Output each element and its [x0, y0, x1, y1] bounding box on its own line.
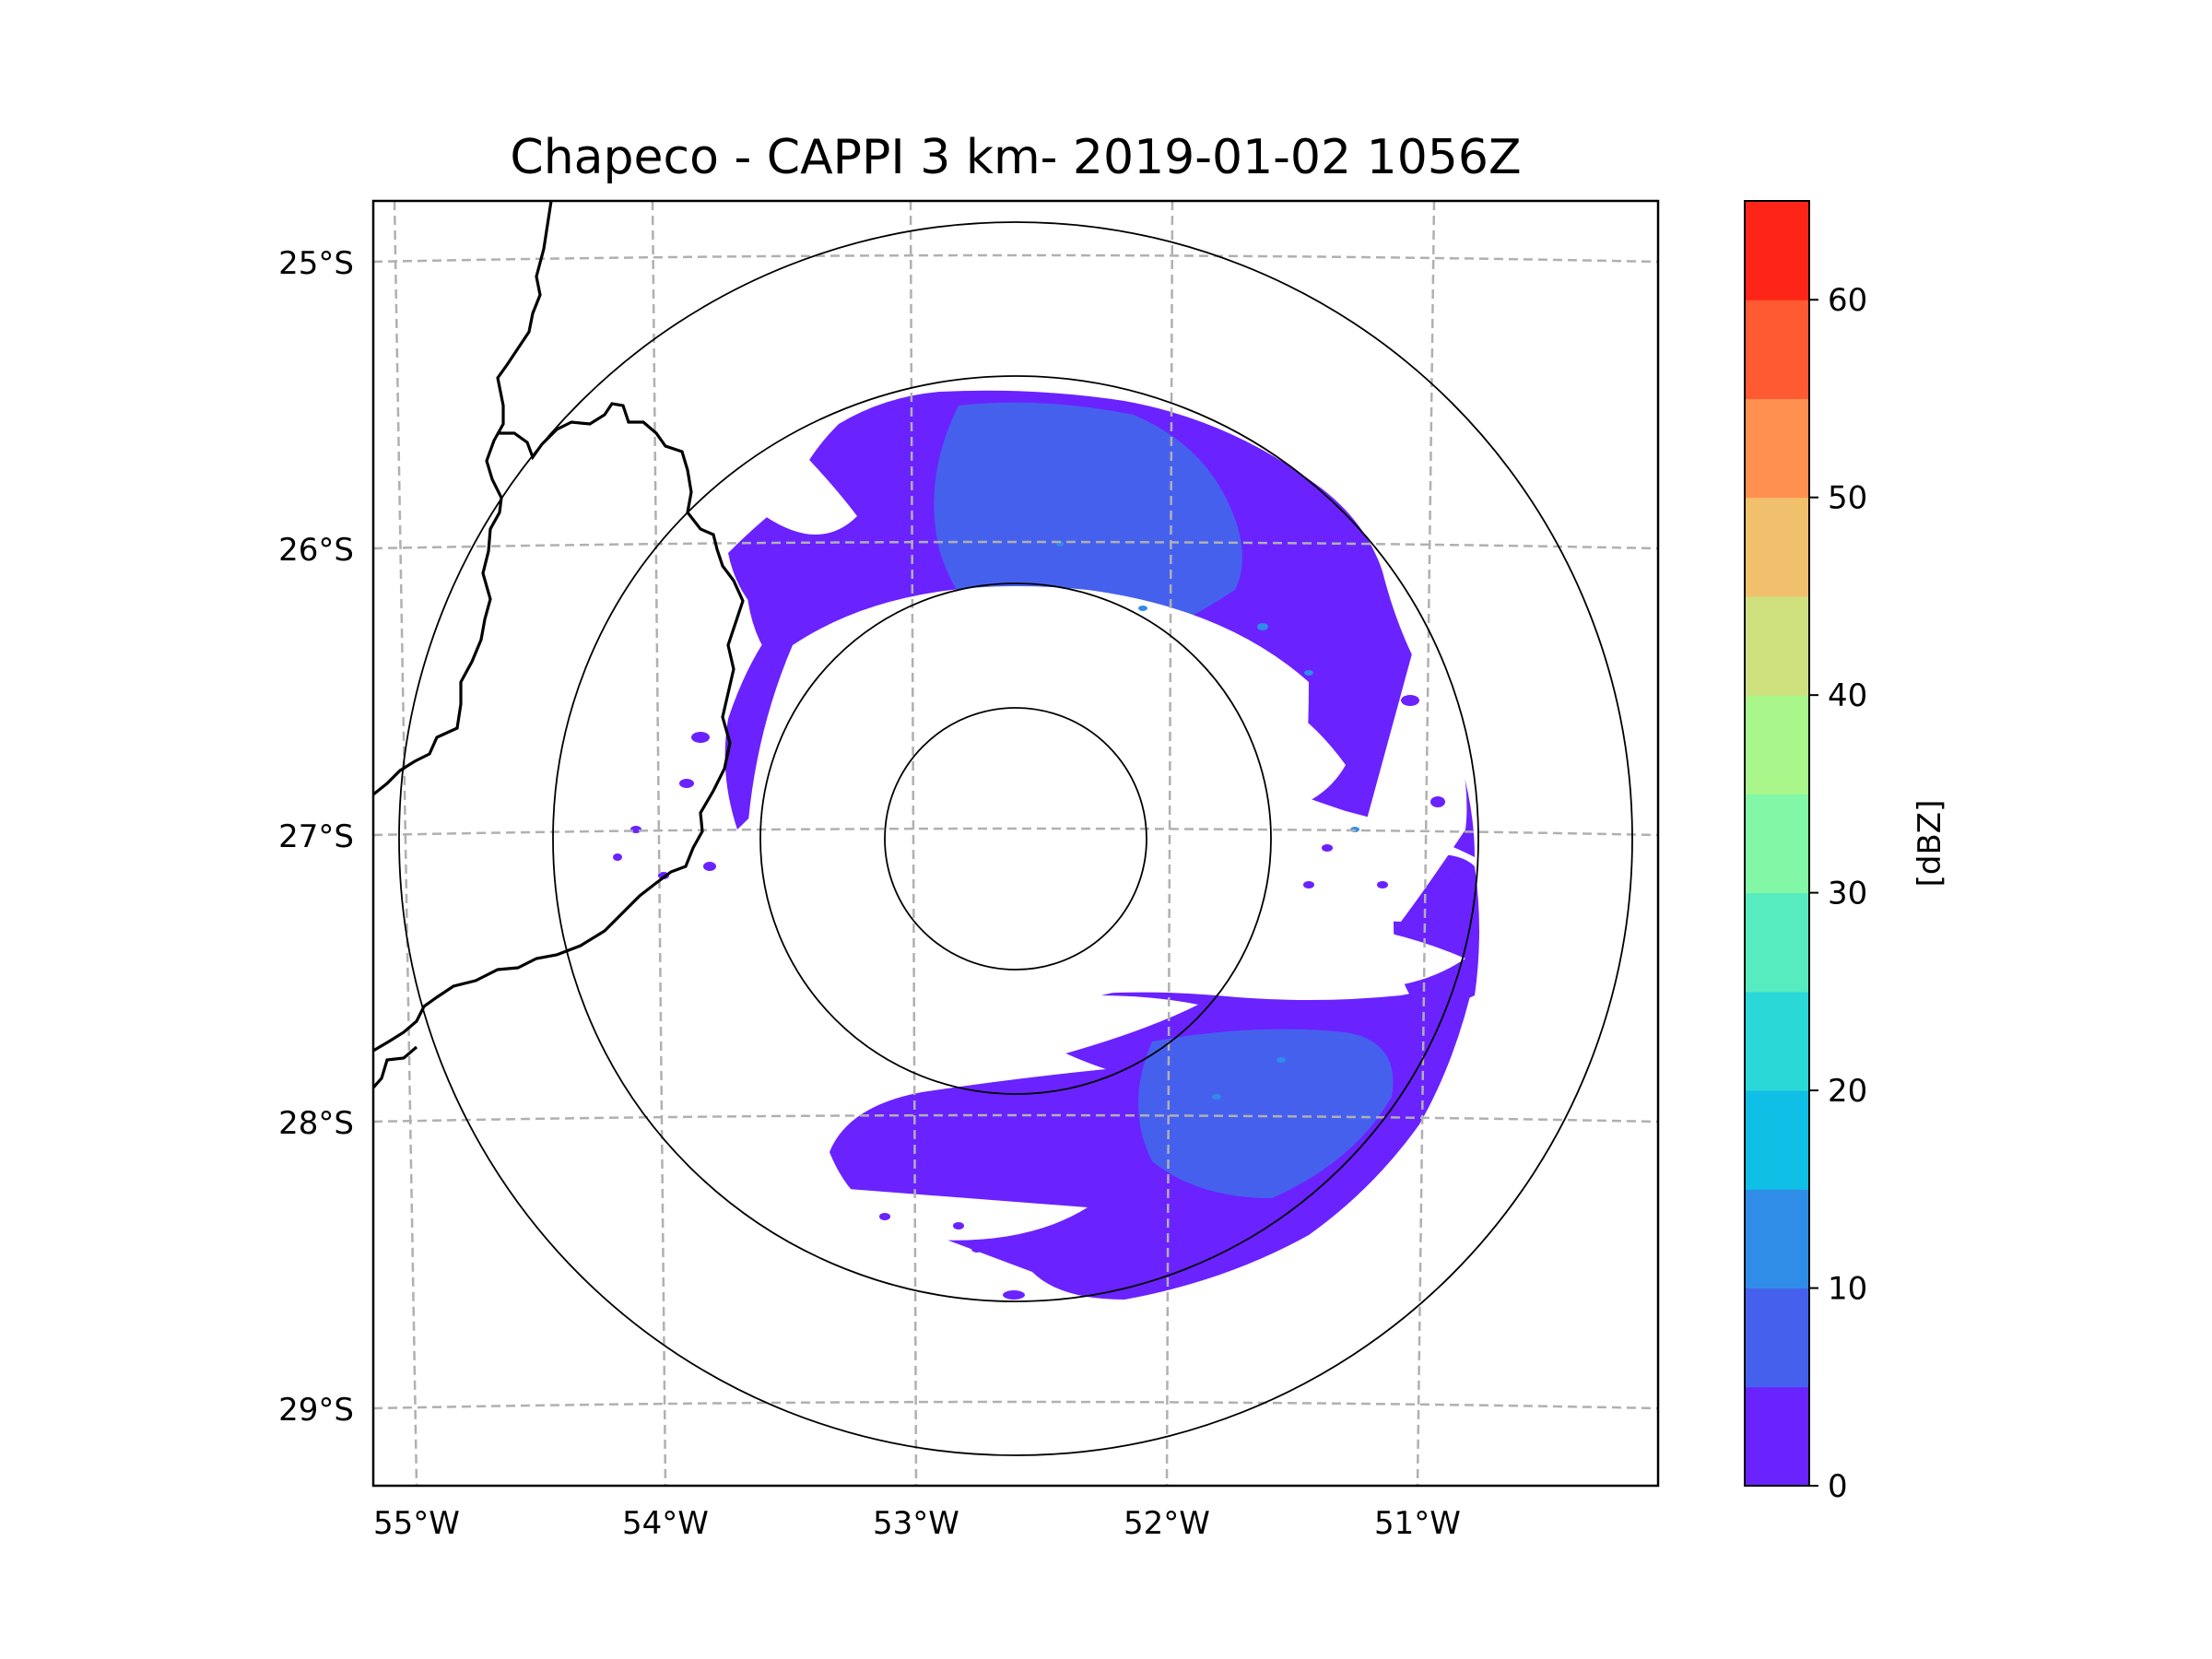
parallel-25s — [373, 253, 1658, 264]
parallel-26s — [373, 540, 1658, 550]
meridian-51w — [1416, 201, 1436, 1486]
colorbar-segments — [1745, 201, 1809, 1487]
colorbar-frame — [1744, 200, 1810, 1487]
colorbar-segment — [1745, 595, 1809, 696]
colorbar-tick-label: 40 — [1828, 677, 1867, 714]
lon-label-51w: 51°W — [1374, 1505, 1461, 1542]
echo-northwest-streak — [747, 576, 846, 688]
lon-label-52w: 52°W — [1124, 1505, 1210, 1542]
colorbar-tick-label: 50 — [1828, 480, 1867, 517]
colorbar-segment — [1745, 991, 1809, 1091]
lat-label-27s: 27°S — [278, 818, 354, 855]
colorbar-segment — [1745, 695, 1809, 794]
colorbar-segment — [1745, 398, 1809, 499]
lon-label-54w: 54°W — [622, 1505, 709, 1542]
radar-echo-field — [613, 390, 1479, 1300]
parallel-27s — [373, 827, 1658, 837]
colorbar-label: [dBZ] — [1912, 800, 1948, 888]
longitude-labels: 55°W 54°W 53°W 52°W 51°W — [373, 1505, 1461, 1542]
colorbar-tick-label: 0 — [1828, 1468, 1848, 1505]
meridian-53w — [909, 201, 918, 1486]
range-ring-2 — [759, 582, 1272, 1095]
border-argentina-paraguay — [373, 201, 553, 796]
colorbar-ticks: 0 10 20 30 40 50 60 — [1809, 282, 1867, 1505]
meridian-55w — [393, 201, 418, 1486]
colorbar-tick-label: 60 — [1828, 282, 1867, 319]
colorbar-segment — [1745, 300, 1809, 399]
colorbar-segment — [1745, 794, 1809, 894]
lat-label-28s: 28°S — [278, 1105, 354, 1142]
parallel-29s — [373, 1400, 1658, 1410]
lon-label-53w: 53°W — [873, 1505, 959, 1542]
border-argentina-south — [373, 1045, 418, 1089]
country-borders — [373, 201, 745, 1089]
meridian-52w — [1165, 201, 1174, 1486]
lat-label-26s: 26°S — [278, 532, 354, 569]
graticule — [373, 201, 1658, 1486]
echo-southwest-arc — [1000, 1001, 1134, 1051]
colorbar-segment — [1745, 1090, 1809, 1190]
lat-label-29s: 29°S — [278, 1392, 354, 1429]
lat-label-25s: 25°S — [278, 245, 354, 282]
range-ring-4 — [398, 221, 1633, 1456]
map-frame — [371, 199, 1660, 1488]
map-title: Chapeco - CAPPI 3 km- 2019-01-02 1056Z — [510, 130, 1521, 185]
range-ring-3 — [552, 375, 1479, 1302]
latitude-labels: 25°S 26°S 27°S 28°S 29°S — [278, 245, 354, 1429]
colorbar-segment — [1745, 1189, 1809, 1289]
colorbar-tick-label: 20 — [1828, 1073, 1867, 1110]
range-ring-1 — [884, 707, 1147, 971]
echo-south-mid — [1138, 1029, 1394, 1198]
colorbar-segment — [1745, 497, 1809, 597]
range-rings — [398, 221, 1633, 1456]
lon-label-55w: 55°W — [373, 1505, 460, 1542]
echo-east — [1394, 853, 1479, 1005]
border-brazil-argentina — [373, 402, 745, 1053]
colorbar-tick-label: 30 — [1828, 876, 1867, 912]
colorbar-segment — [1745, 1386, 1809, 1487]
colorbar: 0 10 20 30 40 50 60 [dBZ] — [1744, 200, 1948, 1505]
colorbar-tick-label: 10 — [1828, 1271, 1867, 1308]
meridian-54w — [651, 201, 667, 1486]
colorbar-segment — [1745, 201, 1809, 300]
echo-central-mid — [1106, 802, 1226, 857]
colorbar-segment — [1745, 892, 1809, 993]
echo-north-mid-2 — [1051, 645, 1198, 737]
parallel-28s — [373, 1113, 1658, 1124]
colorbar-segment — [1745, 1288, 1809, 1388]
echo-north-mid — [934, 402, 1242, 654]
